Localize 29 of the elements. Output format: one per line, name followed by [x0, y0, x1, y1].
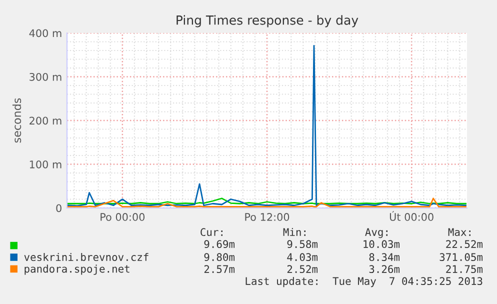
text: 4.03m — [287, 253, 318, 262]
text: 9.69m — [204, 240, 235, 248]
x-tick-label: Út 00:00 — [390, 211, 434, 221]
y-tick-label: 400 m — [29, 29, 62, 38]
y-tick-label: 200 m — [30, 116, 62, 125]
legend-label: veskrini.brevnov.czf — [24, 252, 148, 262]
y-axis-title: seconds — [12, 98, 22, 143]
y-tick-label: 100 m — [30, 160, 62, 168]
text: 2.57m — [204, 265, 235, 274]
text: 8.34m — [369, 253, 400, 262]
text: Last update: Tue May 7 04:35:25 2013 — [246, 276, 482, 288]
chart-title: Ping Times response - by day — [176, 15, 358, 28]
text: 21.75m — [446, 265, 483, 274]
text: 3.26m — [369, 265, 400, 274]
y-tick-label: 0 — [56, 204, 62, 212]
text: Avg: — [365, 228, 388, 238]
legend-label: pandora.spoje.net — [24, 264, 130, 275]
text: 9.58m — [287, 240, 318, 248]
text: Max: — [448, 228, 470, 236]
x-tick-label: Po 12:00 — [245, 213, 290, 221]
text: 9.80m — [204, 253, 235, 262]
text: Min: — [283, 228, 306, 236]
text: 22.52m — [446, 240, 483, 248]
x-tick-label: Po 00:00 — [100, 213, 145, 221]
text: Cur: — [200, 228, 222, 236]
text: 10.03m — [364, 240, 400, 248]
text: 2.52m — [287, 265, 318, 274]
y-tick-label: 300 m — [30, 72, 62, 81]
text: 371.05m — [440, 253, 483, 262]
